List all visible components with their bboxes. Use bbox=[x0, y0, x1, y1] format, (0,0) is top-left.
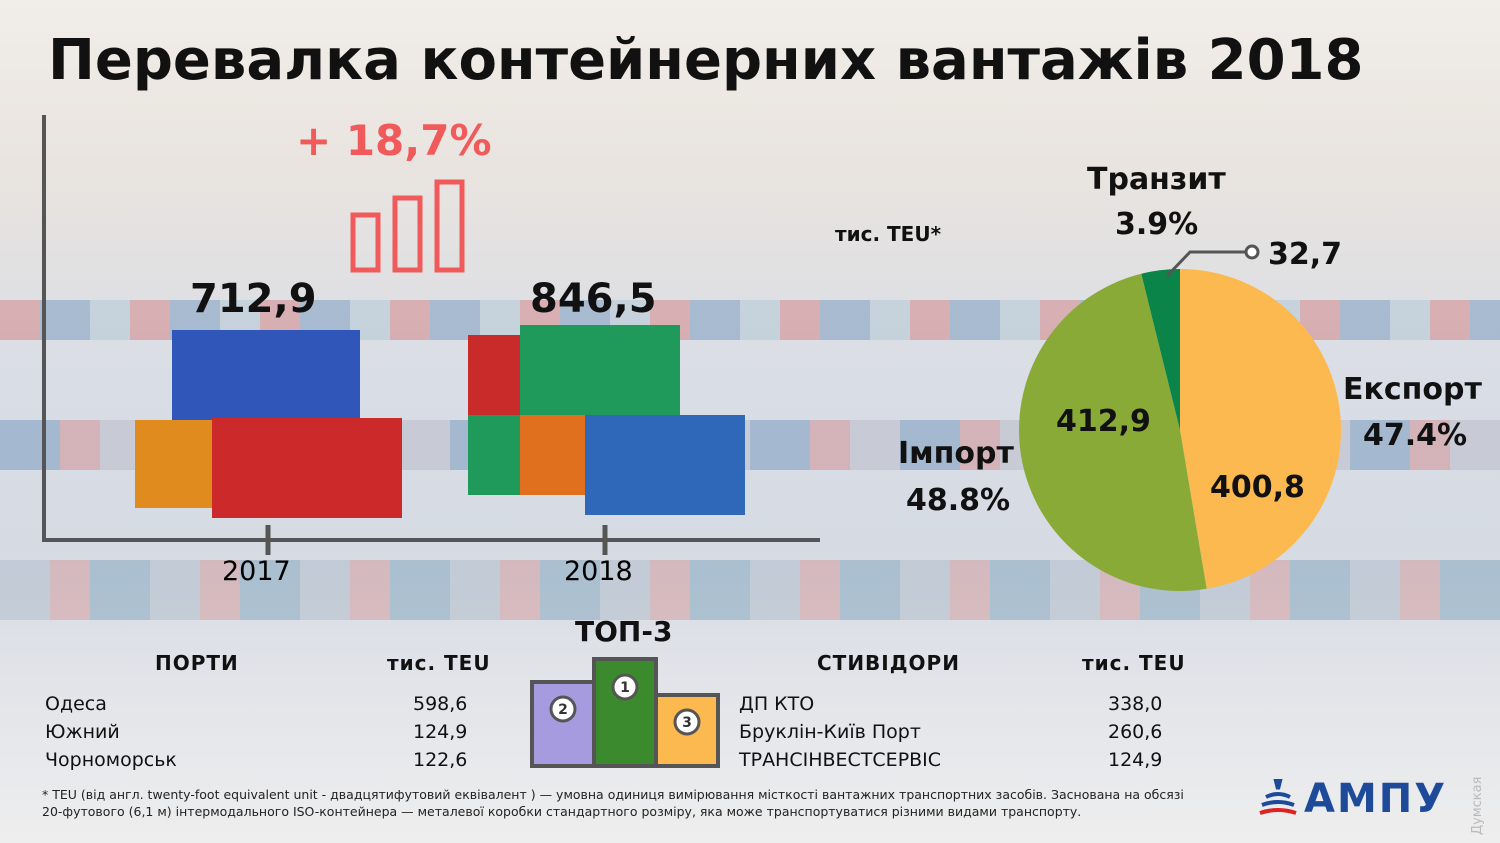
stevedore-value: 260,6 bbox=[1108, 721, 1163, 743]
logo-waves-icon bbox=[1259, 779, 1297, 815]
containers-2017 bbox=[135, 330, 402, 518]
ports-values: 598,6 124,9 122,6 bbox=[413, 690, 467, 774]
transit-value: 32,7 bbox=[1268, 237, 1343, 272]
bar-value-2018: 846,5 bbox=[530, 276, 657, 322]
ports-names: Одеса Южний Чорноморськ bbox=[45, 690, 177, 774]
pie-unit: тис. TEU* bbox=[835, 222, 942, 246]
port-name: Одеса bbox=[45, 693, 107, 715]
stevedore-name: Бруклін-Київ Порт bbox=[739, 721, 921, 743]
stevedore-name: ДП КТО bbox=[739, 693, 815, 715]
transit-leader-line bbox=[1165, 250, 1252, 278]
stevedores-unit-header: тис. TEU bbox=[1082, 651, 1186, 675]
port-value: 122,6 bbox=[413, 749, 468, 771]
port-value: 124,9 bbox=[413, 721, 468, 743]
export-percent: 47.4% bbox=[1363, 418, 1468, 453]
import-percent: 48.8% bbox=[906, 483, 1011, 518]
port-name: Южний bbox=[45, 721, 120, 743]
top3-title: ТОП-3 bbox=[575, 615, 673, 648]
place-3: 3 bbox=[682, 715, 692, 731]
transit-percent: 3.9% bbox=[1115, 207, 1199, 242]
place-2: 2 bbox=[558, 702, 568, 718]
footnote: * TEU (від англ. twenty-foot equivalent … bbox=[42, 786, 1222, 820]
growth-bars-icon bbox=[350, 179, 465, 273]
container-green bbox=[520, 325, 680, 415]
import-value: 412,9 bbox=[1056, 404, 1151, 439]
podium-icon: 2 1 3 bbox=[530, 657, 720, 768]
growth-chart bbox=[42, 115, 820, 555]
container-blue bbox=[172, 330, 360, 425]
container-green bbox=[468, 415, 520, 495]
stevedore-value: 338,0 bbox=[1108, 693, 1163, 715]
container-orange bbox=[520, 415, 585, 495]
port-name: Чорноморськ bbox=[45, 749, 177, 771]
footnote-line: * TEU (від англ. twenty-foot equivalent … bbox=[42, 787, 1184, 802]
bar-value-2017: 712,9 bbox=[190, 276, 317, 322]
page-title: Перевалка контейнерних вантажів 2018 bbox=[48, 28, 1364, 93]
container-orange bbox=[135, 420, 215, 508]
ampu-logo: АМПУ bbox=[1258, 776, 1447, 822]
ports-unit-header: тис. TEU bbox=[387, 651, 491, 675]
transit-label: Транзит bbox=[1087, 162, 1226, 197]
export-label: Експорт bbox=[1343, 372, 1482, 407]
footnote-line: 20-футового (6,1 м) інтермодального ISO-… bbox=[42, 804, 1082, 819]
containers-2018 bbox=[468, 325, 745, 515]
x-label-2017: 2017 bbox=[222, 556, 291, 587]
ports-header: ПОРТИ bbox=[155, 651, 239, 675]
container-red bbox=[212, 418, 402, 518]
watermark: Думская bbox=[1470, 776, 1485, 835]
chart-axis bbox=[42, 115, 820, 542]
import-label: Імпорт bbox=[898, 436, 1014, 471]
stevedore-name: ТРАНСІНВЕСТСЕРВІС bbox=[739, 749, 942, 771]
x-label-2018: 2018 bbox=[564, 556, 633, 587]
leader-dot bbox=[1244, 244, 1260, 260]
container-red bbox=[468, 335, 520, 415]
stevedores-values: 338,0 260,6 124,9 bbox=[1108, 690, 1162, 774]
growth-label: + 18,7% bbox=[296, 116, 492, 165]
export-value: 400,8 bbox=[1210, 470, 1305, 505]
port-value: 598,6 bbox=[413, 693, 468, 715]
container-blue bbox=[585, 415, 745, 515]
stevedore-value: 124,9 bbox=[1108, 749, 1163, 771]
stevedores-names: ДП КТО Бруклін-Київ Порт ТРАНСІНВЕСТСЕРВІС bbox=[739, 690, 941, 774]
place-1: 1 bbox=[620, 680, 630, 696]
stevedores-header: СТИВІДОРИ bbox=[817, 651, 960, 675]
